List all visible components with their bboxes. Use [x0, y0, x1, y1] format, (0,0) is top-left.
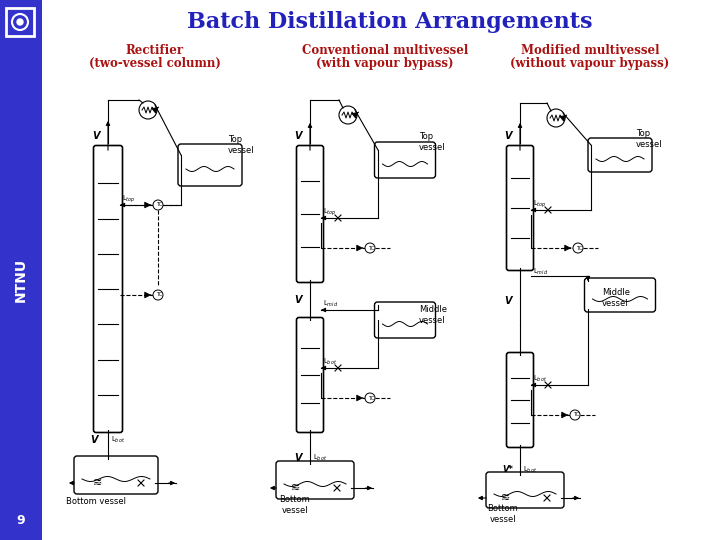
Text: L$_{bot}$: L$_{bot}$ [313, 453, 327, 463]
Text: Conventional multivessel: Conventional multivessel [302, 44, 468, 57]
Text: Middle
vessel: Middle vessel [602, 288, 630, 308]
Circle shape [139, 101, 157, 119]
Text: TC: TC [573, 413, 579, 417]
FancyBboxPatch shape [374, 142, 436, 178]
FancyBboxPatch shape [178, 144, 242, 186]
FancyBboxPatch shape [297, 318, 323, 433]
Circle shape [365, 393, 375, 403]
Circle shape [570, 410, 580, 420]
Text: Rectifier: Rectifier [126, 44, 184, 57]
Text: NTNU: NTNU [14, 258, 28, 302]
Text: 9: 9 [17, 514, 25, 526]
Circle shape [12, 14, 28, 30]
Circle shape [573, 243, 583, 253]
FancyBboxPatch shape [276, 461, 354, 499]
Text: L$_{bot}$: L$_{bot}$ [323, 357, 337, 367]
Text: V: V [504, 296, 512, 307]
Text: (without vapour bypass): (without vapour bypass) [510, 57, 670, 70]
Text: ≋: ≋ [500, 493, 510, 503]
FancyBboxPatch shape [486, 472, 564, 508]
Text: V: V [90, 435, 98, 445]
Text: V: V [504, 131, 512, 141]
Text: ≋: ≋ [290, 483, 300, 493]
Text: V: V [294, 453, 302, 463]
Text: L$_{top}$: L$_{top}$ [533, 198, 546, 210]
Text: TC: TC [576, 246, 582, 251]
FancyBboxPatch shape [506, 145, 534, 271]
Text: L$_{top}$: L$_{top}$ [323, 206, 337, 218]
Text: TC: TC [156, 293, 162, 298]
Text: Bottom
vessel: Bottom vessel [487, 504, 518, 524]
Circle shape [547, 109, 565, 127]
Text: L$_{bot}$: L$_{bot}$ [533, 374, 547, 384]
Text: Top
vessel: Top vessel [636, 129, 662, 149]
Text: V: V [294, 131, 302, 141]
Text: Batch Distillation Arrangements: Batch Distillation Arrangements [187, 11, 593, 33]
Text: Bottom vessel: Bottom vessel [66, 496, 126, 505]
Text: L$_{top}$: L$_{top}$ [122, 193, 136, 205]
Text: V: V [294, 295, 302, 305]
Text: L$_{bot}$: L$_{bot}$ [523, 465, 537, 475]
Text: L$_{bot}$: L$_{bot}$ [111, 435, 125, 445]
Text: Top
vessel: Top vessel [419, 132, 446, 152]
Text: (with vapour bypass): (with vapour bypass) [316, 57, 454, 70]
Text: Top
vessel: Top vessel [228, 136, 255, 154]
Bar [0, 0, 42, 540]
FancyBboxPatch shape [6, 8, 34, 36]
FancyBboxPatch shape [74, 456, 158, 494]
FancyBboxPatch shape [585, 278, 655, 312]
FancyBboxPatch shape [94, 145, 122, 433]
Text: Modified multivessel: Modified multivessel [521, 44, 660, 57]
Text: ≋: ≋ [94, 478, 103, 488]
Circle shape [365, 243, 375, 253]
Text: TC: TC [368, 395, 374, 401]
FancyBboxPatch shape [374, 302, 436, 338]
Text: Middle
vessel: Middle vessel [419, 305, 447, 325]
FancyBboxPatch shape [588, 138, 652, 172]
Circle shape [153, 290, 163, 300]
Circle shape [339, 106, 357, 124]
Text: L$_{mid}$: L$_{mid}$ [323, 299, 338, 309]
FancyBboxPatch shape [297, 145, 323, 282]
Text: L$_{mid}$: L$_{mid}$ [533, 267, 548, 277]
Text: TC: TC [368, 246, 374, 251]
Text: (two-vessel column): (two-vessel column) [89, 57, 221, 70]
Text: V*: V* [503, 465, 513, 475]
Text: Bottom
vessel: Bottom vessel [279, 495, 310, 515]
Text: V: V [92, 131, 100, 141]
FancyBboxPatch shape [506, 353, 534, 448]
Circle shape [17, 19, 23, 25]
Circle shape [153, 200, 163, 210]
Text: TC: TC [156, 202, 162, 207]
